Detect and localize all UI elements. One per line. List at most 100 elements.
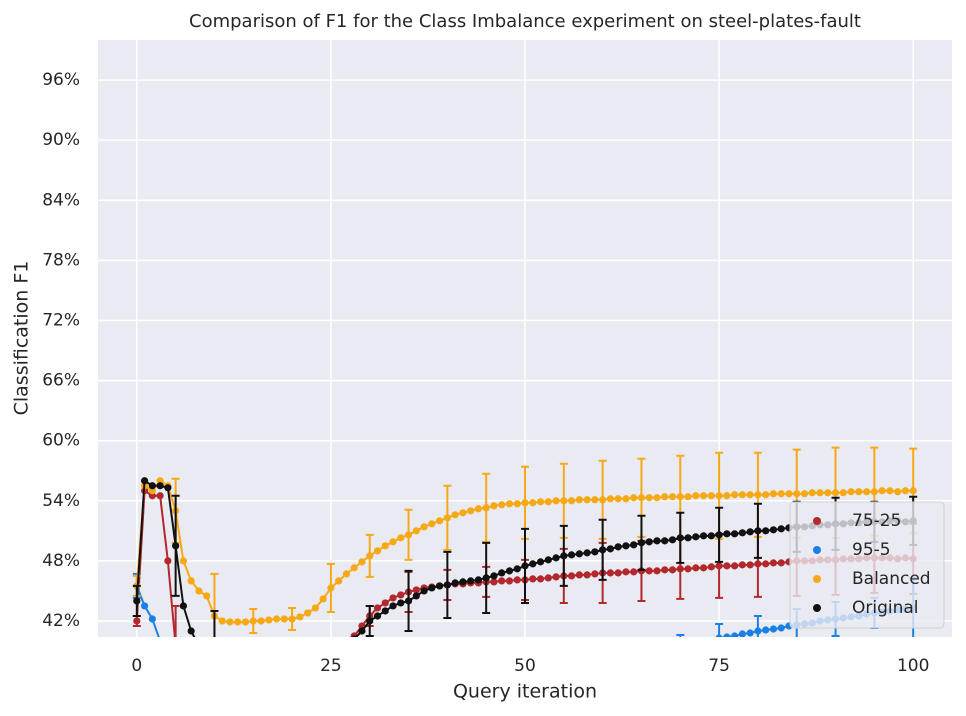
- point: [777, 559, 785, 567]
- point: [661, 493, 669, 501]
- point: [777, 490, 785, 498]
- x-tick-label: 0: [131, 656, 142, 676]
- point: [211, 657, 218, 664]
- point: [513, 576, 521, 584]
- point: [366, 552, 374, 560]
- point: [676, 534, 684, 542]
- point: [281, 687, 288, 694]
- point: [187, 577, 195, 585]
- point: [195, 689, 202, 696]
- point: [304, 679, 311, 686]
- point: [599, 496, 607, 504]
- point: [599, 654, 606, 661]
- point: [443, 514, 451, 522]
- point: [615, 652, 622, 659]
- point: [475, 670, 482, 677]
- point: [668, 493, 677, 501]
- point: [746, 561, 754, 569]
- point: [343, 637, 350, 644]
- point: [505, 567, 514, 575]
- point: [498, 501, 506, 509]
- point: [661, 537, 669, 545]
- point: [614, 543, 622, 551]
- point: [583, 571, 591, 579]
- point: [234, 618, 242, 626]
- point: [630, 541, 638, 549]
- point: [606, 569, 615, 577]
- point: [273, 694, 280, 701]
- point: [312, 691, 319, 698]
- point: [351, 686, 358, 693]
- point: [358, 685, 365, 692]
- point: [614, 569, 622, 577]
- point: [296, 682, 303, 689]
- error-bar: [288, 686, 296, 706]
- point: [195, 642, 202, 649]
- y-tick-label: 96%: [42, 70, 80, 90]
- point: [350, 564, 358, 572]
- point: [420, 523, 428, 531]
- x-tick-label: 50: [514, 656, 536, 676]
- point: [591, 570, 599, 578]
- point: [676, 493, 684, 501]
- legend-label: Original: [852, 598, 919, 618]
- point: [661, 646, 668, 653]
- point: [381, 599, 389, 607]
- point: [536, 498, 545, 506]
- point: [436, 675, 443, 682]
- point: [661, 566, 669, 574]
- point: [241, 618, 250, 626]
- point: [816, 489, 824, 497]
- point: [622, 495, 630, 503]
- point: [257, 617, 265, 625]
- point: [265, 672, 272, 679]
- point: [428, 676, 435, 683]
- point: [188, 677, 195, 684]
- point: [288, 685, 295, 692]
- point: [769, 490, 778, 498]
- point: [506, 666, 513, 673]
- point: [373, 547, 382, 555]
- point: [715, 492, 723, 500]
- point: [567, 572, 576, 580]
- point: [699, 492, 708, 500]
- point: [226, 665, 233, 672]
- point: [645, 567, 653, 575]
- y-tick-label: 48%: [42, 551, 80, 571]
- x-tick-label: 100: [897, 656, 929, 676]
- point: [544, 574, 552, 582]
- y-tick-label: 42%: [42, 611, 80, 631]
- point: [731, 491, 739, 499]
- point: [373, 604, 382, 612]
- point: [591, 548, 599, 556]
- y-tick-label: 90%: [42, 130, 80, 150]
- point: [211, 687, 218, 694]
- point: [684, 565, 692, 573]
- point: [692, 564, 700, 572]
- point: [785, 490, 793, 498]
- error-bar: [171, 604, 180, 637]
- point: [692, 533, 700, 541]
- error-bar: [172, 666, 180, 686]
- point: [529, 560, 537, 568]
- point: [684, 642, 691, 649]
- point: [505, 500, 514, 508]
- point: [575, 496, 583, 504]
- error-bar: [210, 609, 219, 637]
- point: [754, 560, 762, 568]
- point: [483, 669, 490, 676]
- point: [692, 492, 700, 500]
- point: [677, 644, 684, 651]
- point: [351, 635, 358, 637]
- y-tick-label: 72%: [42, 310, 80, 330]
- point: [762, 560, 770, 568]
- point: [404, 597, 413, 605]
- point: [265, 694, 272, 701]
- point: [234, 695, 241, 702]
- point: [211, 692, 218, 699]
- point: [467, 671, 474, 678]
- point: [498, 569, 506, 577]
- point: [180, 667, 187, 674]
- point: [311, 604, 319, 612]
